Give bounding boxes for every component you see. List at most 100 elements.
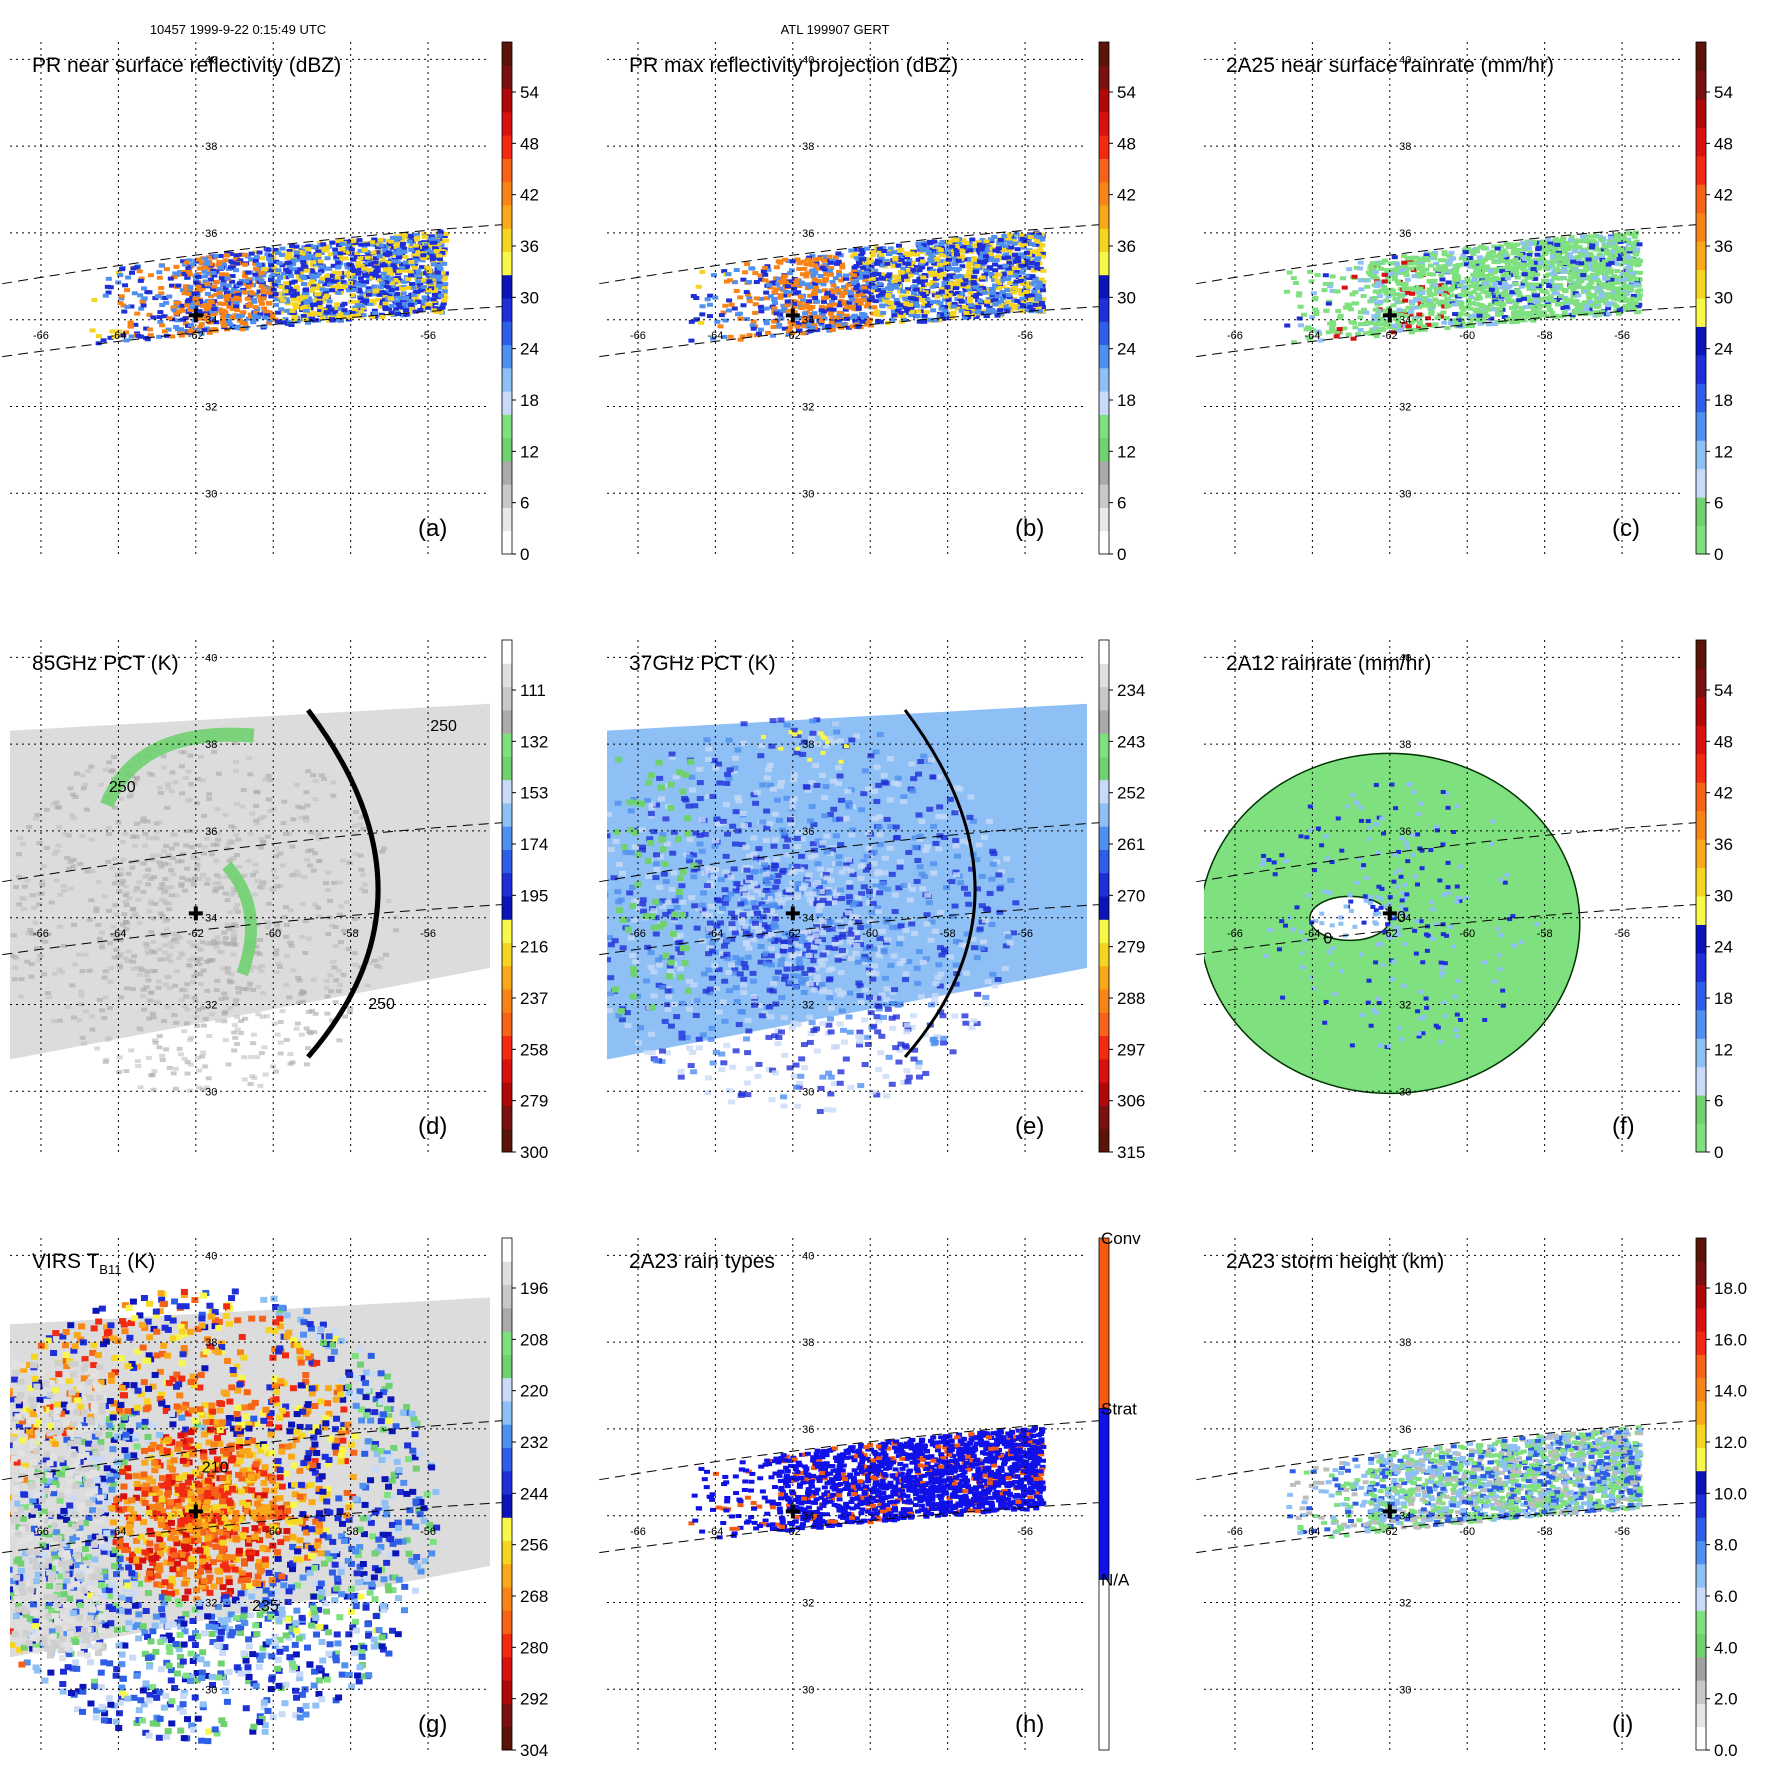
pixel xyxy=(921,279,928,284)
pixel xyxy=(763,306,770,311)
pixel xyxy=(1384,275,1391,280)
colorbar-segment xyxy=(502,42,512,66)
pixel xyxy=(1490,250,1497,255)
pixel xyxy=(1613,254,1620,259)
pixel xyxy=(1615,290,1622,295)
pixel xyxy=(811,323,818,328)
pixel xyxy=(1550,283,1557,288)
pixel xyxy=(1485,277,1492,282)
pixel xyxy=(998,265,1005,270)
pixel xyxy=(337,251,344,256)
pixel xyxy=(290,316,297,321)
pixel xyxy=(758,296,765,301)
pixel xyxy=(1005,255,1012,260)
pixel xyxy=(733,288,740,293)
pixel xyxy=(226,304,233,309)
pixel xyxy=(821,258,828,263)
pixel xyxy=(1583,255,1590,260)
pixel xyxy=(221,312,228,317)
pixel xyxy=(893,284,900,289)
pixel xyxy=(309,313,316,318)
pixel xyxy=(356,238,363,243)
pixel xyxy=(1379,322,1386,327)
pixel xyxy=(857,301,864,306)
pixel xyxy=(365,253,372,258)
pixel xyxy=(350,313,357,318)
pixel xyxy=(1537,261,1544,266)
pixel xyxy=(908,313,915,318)
pixel xyxy=(1010,269,1017,274)
pixel xyxy=(1003,306,1010,311)
panel-label: (a) xyxy=(418,515,447,542)
pixel xyxy=(340,280,347,285)
pixel xyxy=(980,311,987,316)
pixel xyxy=(202,256,209,261)
pixel xyxy=(878,252,885,257)
pixel xyxy=(861,285,868,290)
pixel xyxy=(407,234,414,239)
pixel xyxy=(1629,296,1636,301)
pixel xyxy=(379,315,386,320)
pixel xyxy=(1421,327,1428,332)
colorbar-segment xyxy=(1099,298,1109,322)
pixel xyxy=(1346,267,1353,272)
pixel xyxy=(992,274,999,279)
pixel xyxy=(1314,273,1321,278)
pixel xyxy=(358,242,365,247)
pixel xyxy=(429,277,436,282)
pixel xyxy=(1592,259,1599,264)
pixel xyxy=(418,265,425,270)
pixel xyxy=(1596,312,1603,317)
pixel xyxy=(888,294,895,299)
pixel xyxy=(1341,326,1348,331)
pixel xyxy=(323,288,330,293)
pixel xyxy=(1522,262,1529,267)
pixel xyxy=(954,297,961,302)
pixel xyxy=(211,284,218,289)
pixel xyxy=(693,317,700,322)
pixel xyxy=(735,312,742,317)
pixel xyxy=(710,336,717,341)
pixel xyxy=(979,251,986,256)
pixel xyxy=(1472,275,1479,280)
pixel xyxy=(1002,263,1009,268)
pixel xyxy=(365,286,372,291)
pixel xyxy=(428,234,435,239)
pixel xyxy=(157,310,164,315)
pixel xyxy=(121,309,128,314)
pixel xyxy=(824,290,831,295)
pixel xyxy=(923,247,930,252)
pixel xyxy=(952,281,959,286)
pixel xyxy=(336,271,343,276)
pixel xyxy=(690,294,697,299)
pixel xyxy=(293,244,300,249)
pixel xyxy=(133,265,140,270)
pixel xyxy=(819,265,826,270)
pixel xyxy=(1574,281,1581,286)
pixel xyxy=(1028,241,1035,246)
pixel xyxy=(886,276,893,281)
pixel xyxy=(339,241,346,246)
pixel xyxy=(801,266,808,271)
pixel xyxy=(994,278,1001,283)
pixel xyxy=(989,307,996,312)
pixel xyxy=(829,324,836,329)
pixel xyxy=(284,260,291,265)
pixel xyxy=(220,278,227,283)
pixel xyxy=(258,301,265,306)
pixel xyxy=(1364,320,1371,325)
pixel xyxy=(904,272,911,277)
storm-center-marker xyxy=(785,308,800,323)
pixel xyxy=(1592,245,1599,250)
pixel xyxy=(332,251,339,256)
pixel xyxy=(1605,262,1612,267)
pixel xyxy=(294,319,301,324)
pixel xyxy=(825,306,832,311)
pixel xyxy=(391,280,398,285)
pixel xyxy=(871,305,878,310)
lat-label: 30 xyxy=(802,488,814,500)
pixel xyxy=(1597,237,1604,242)
pixel xyxy=(209,302,216,307)
pixel xyxy=(403,235,410,240)
pixel xyxy=(842,302,849,307)
